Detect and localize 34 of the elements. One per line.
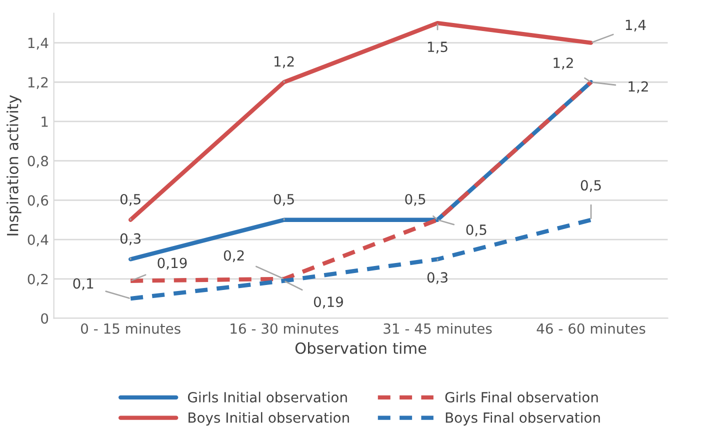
data-label: 0,5 <box>466 224 486 236</box>
y-tick-label: 0,4 <box>28 234 48 246</box>
data-label: 0,5 <box>580 180 601 192</box>
data-label: 1,2 <box>274 56 294 68</box>
y-tick-label: 1 <box>42 116 48 127</box>
y-tick-label: 0,2 <box>28 274 48 286</box>
data-label: 0,3 <box>427 272 448 284</box>
data-label: 0,19 <box>158 258 187 270</box>
x-axis-title: Observation time <box>295 342 426 354</box>
legend-label: Boys Initial observation <box>188 412 349 426</box>
x-tick-label: 31 - 45 minutes <box>384 323 492 334</box>
x-tick-label: 46 - 60 minutes <box>536 323 646 334</box>
x-tick-label: 0 - 15 minutes <box>81 323 180 334</box>
data-label: 0,5 <box>274 194 294 206</box>
data-label: 0,3 <box>120 233 141 246</box>
y-tick-label: 1,4 <box>28 38 48 50</box>
legend-label: Girls Initial observation <box>188 392 347 402</box>
data-label: 0,1 <box>73 278 94 290</box>
data-label: 1,2 <box>554 58 573 70</box>
y-tick-label: 0 <box>41 313 48 324</box>
data-label: 0,5 <box>120 194 140 206</box>
x-tick-label: 16 - 30 minutes <box>230 323 338 334</box>
data-label: 0,19 <box>314 296 343 309</box>
data-label: 1,2 <box>628 81 648 94</box>
legend-label: Boys Final observation <box>446 412 600 426</box>
legend-label: Girls Final observation <box>445 392 598 402</box>
y-tick-label: 0,6 <box>28 195 48 208</box>
y-axis-title: Inspiration activity <box>6 95 22 236</box>
data-label: 1,5 <box>428 42 448 54</box>
y-tick-label: 1,2 <box>28 77 48 90</box>
data-label: 0,5 <box>405 194 426 206</box>
data-label: 1,4 <box>626 20 646 32</box>
data-label: 0,2 <box>224 250 244 262</box>
y-tick-label: 0,8 <box>28 156 48 168</box>
